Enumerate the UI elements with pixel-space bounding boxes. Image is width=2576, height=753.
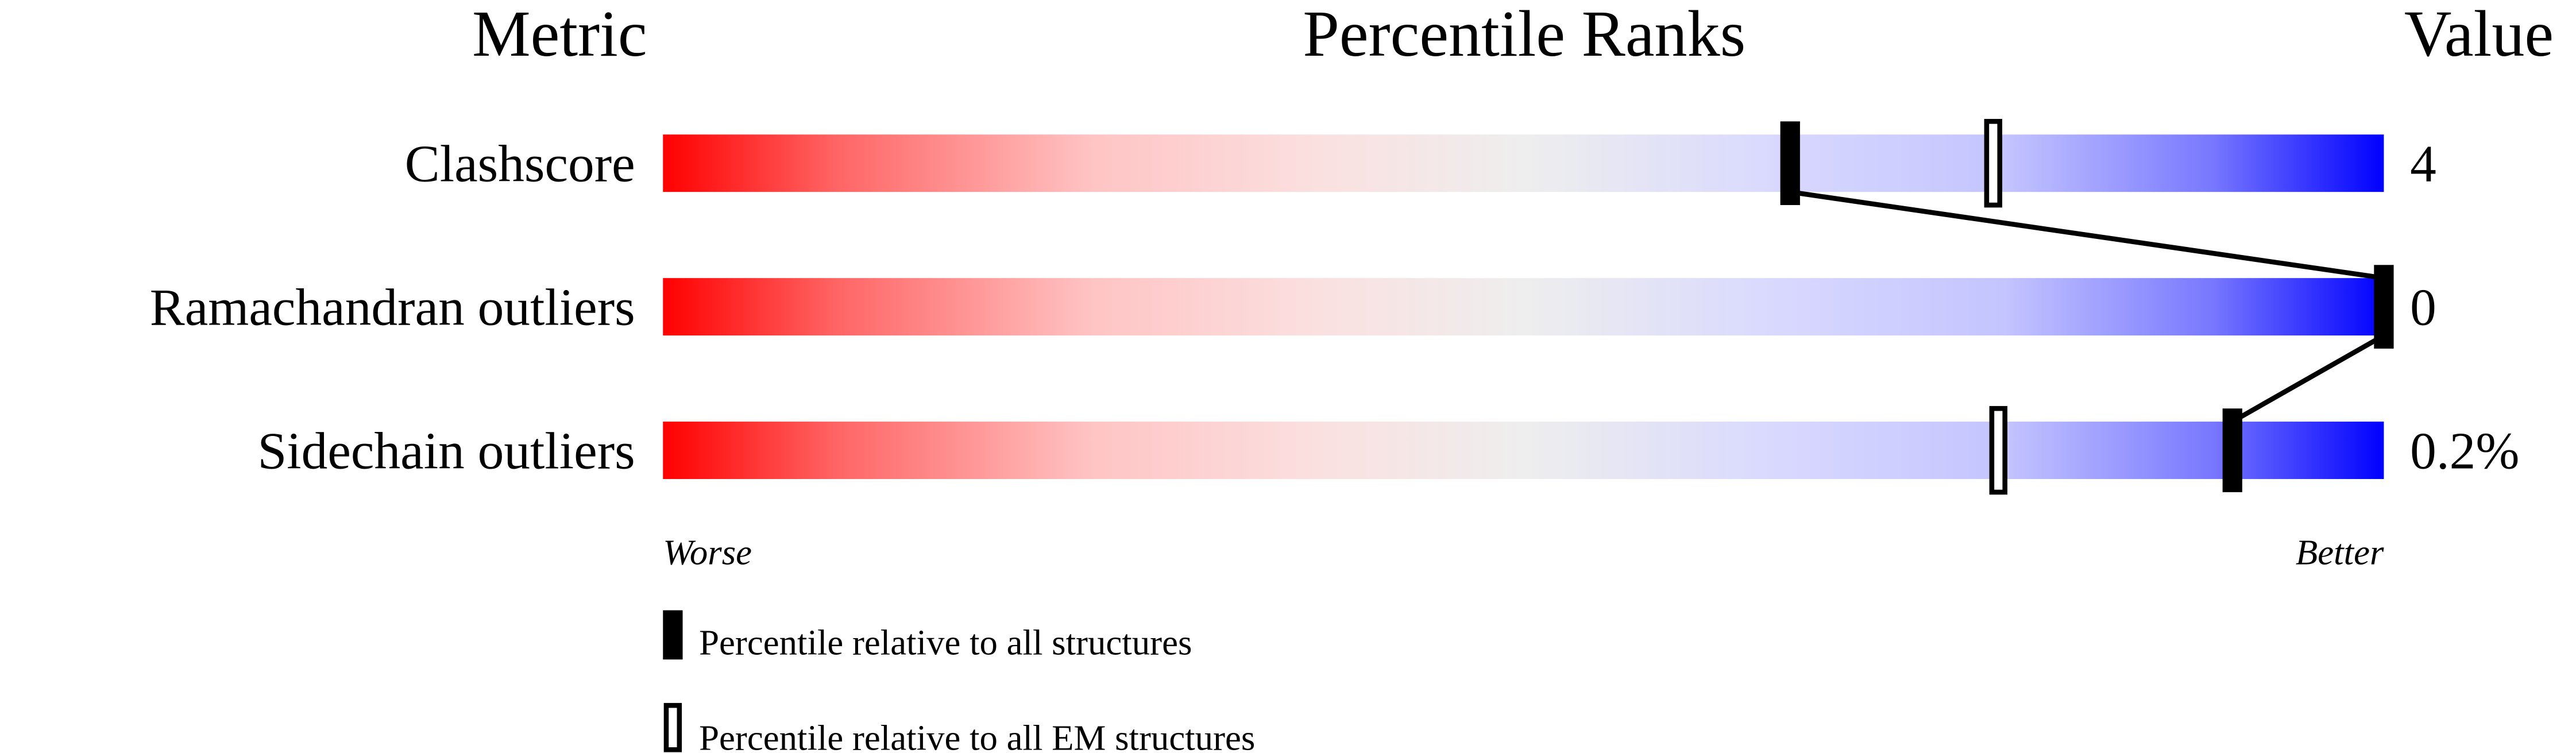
- marker-all: [2222, 408, 2242, 492]
- metric-value: 4: [2410, 135, 2436, 193]
- legend-label-em: Percentile relative to all EM structures: [699, 717, 1255, 753]
- metric-label: Clashscore: [405, 135, 635, 193]
- metric-value: 0.2%: [2410, 422, 2519, 480]
- legend-label-all: Percentile relative to all structures: [699, 623, 1192, 663]
- metric-value: 0: [2410, 279, 2436, 337]
- axis-label-worse: Worse: [663, 532, 752, 573]
- percentile-bar: [663, 278, 2384, 336]
- percentile-bar: [663, 422, 2384, 480]
- legend-hollow-marker: [663, 702, 682, 752]
- metric-label: Sidechain outliers: [257, 422, 635, 480]
- header-value: Value: [2404, 0, 2554, 70]
- marker-em: [1984, 119, 2003, 208]
- axis-label-better: Better: [2296, 532, 2384, 573]
- percentile-bar: [663, 134, 2384, 192]
- marker-em: [1989, 406, 2008, 495]
- header-metric: Metric: [472, 0, 647, 70]
- metric-label: Ramachandran outliers: [150, 279, 635, 337]
- marker-all: [2374, 265, 2394, 349]
- legend-filled-marker: [663, 610, 683, 660]
- header-percentile: Percentile Ranks: [1303, 0, 1745, 70]
- marker-all: [1780, 121, 1800, 206]
